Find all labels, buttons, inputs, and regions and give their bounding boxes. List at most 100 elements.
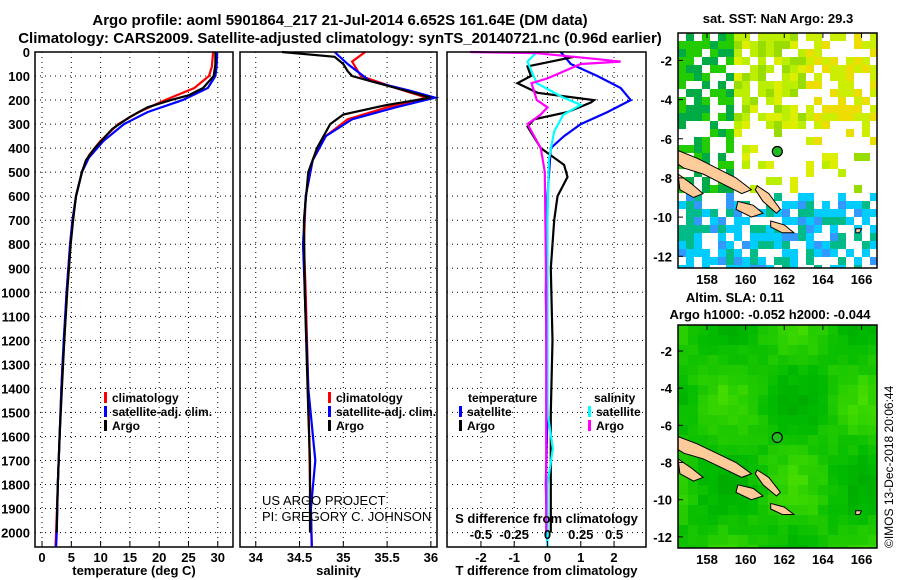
map-cell [698,375,708,385]
series-line-argo [281,50,432,533]
map-cell [702,97,710,105]
map-cell [828,335,838,345]
map-cell [846,113,854,121]
map-cell [788,385,798,395]
map-cell [848,365,858,375]
map-cell [678,113,686,121]
map-cell [818,395,828,405]
map-cell [728,535,738,545]
map-cell [678,525,688,535]
map-cell [748,465,758,475]
map-cell [858,465,868,475]
map-cell [808,385,818,395]
map-cell [798,495,808,505]
land-island [754,185,782,214]
lon-tick-label: 164 [812,272,834,287]
map-cell [790,33,798,41]
map-cell [686,209,694,217]
map-cell [728,495,738,505]
map-cell [728,375,738,385]
map-cell [838,535,848,545]
map-cell [768,395,778,405]
map-cell [838,355,848,365]
map-cell [822,241,830,249]
map-cell [854,185,862,193]
map-cell [798,325,808,335]
map-cell [854,233,862,241]
map-cell [698,465,708,475]
map-cell [738,475,748,485]
map-cell [734,209,742,217]
map-cell [742,113,750,121]
map-cell [828,465,838,475]
map-cell [748,545,758,548]
map-cell [782,265,790,268]
map-cell [738,405,748,415]
map-cell [678,121,686,129]
map-cell [868,445,877,455]
map-cell [870,33,877,41]
map-cell [778,375,788,385]
lat-tick-label: -10 [653,493,672,508]
map-cell [686,225,694,233]
map-cell [798,545,808,548]
map-cell [818,365,828,375]
map-cell [862,153,870,161]
legend-swatch [588,406,591,417]
map-cell [758,89,766,97]
map-cell [846,73,854,81]
map-cell [868,375,877,385]
y-tick-label: 400 [8,141,30,156]
map-cell [838,395,848,405]
map-cell [808,335,818,345]
map-cell [738,495,748,505]
map-cell [694,137,702,145]
map-cell [788,345,798,355]
map-cell [814,209,822,217]
map-cell [718,81,726,89]
legend-swatch [328,392,331,403]
map-cell [854,113,862,121]
map-cell [838,169,846,177]
map-cell [694,209,702,217]
map-cell [678,325,688,335]
map-cell [818,515,828,525]
map-cell [870,49,877,57]
map-cell [858,455,868,465]
map-cell [818,545,828,548]
map-cell [686,49,694,57]
map-cell [748,415,758,425]
map-cell [718,161,726,169]
map-cell [728,425,738,435]
land-island [770,502,796,515]
map-cell [808,445,818,455]
map-cell [750,265,758,268]
map-cell [868,405,877,415]
map-cell [678,355,688,365]
map-cell [858,415,868,425]
map-cell [758,455,768,465]
map-cell [686,33,694,41]
map-cell [778,405,788,415]
map-cell [848,495,858,505]
map-cell [766,265,774,268]
map-cell [818,465,828,475]
lat-tick-label: -4 [660,93,672,108]
map-cell [854,265,862,268]
y-tick-label: 1400 [1,381,30,396]
map-cell [870,89,877,97]
map-cell [738,345,748,355]
map-cell [870,81,877,89]
y-tick-label: 1500 [1,405,30,420]
map-cell [708,415,718,425]
map-cell [838,97,846,105]
map-cell [738,365,748,375]
map-cell [858,485,868,495]
map-cell [688,535,698,545]
map-cell [838,435,848,445]
legend-label: climatology [336,391,403,405]
map-cell [778,325,788,335]
map-cell [728,525,738,535]
map-cell [758,335,768,345]
map-cell [708,435,718,445]
